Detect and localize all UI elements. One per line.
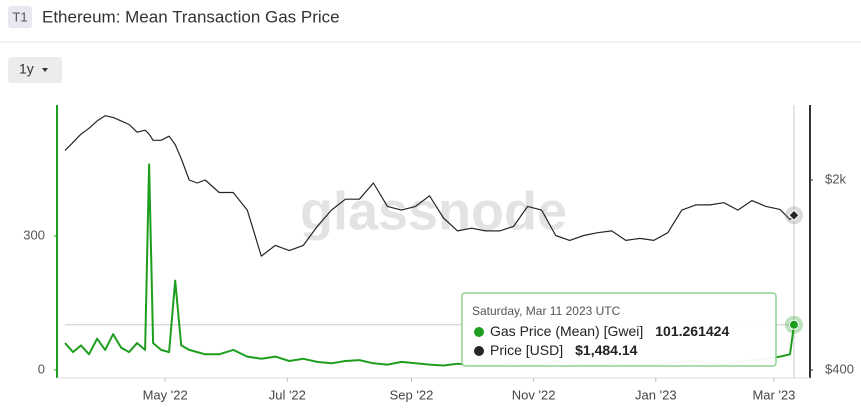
tooltip: Saturday, Mar 11 2023 UTC Gas Price (Mean… [461, 292, 777, 367]
x-tick-label: Sep '22 [390, 387, 434, 402]
watermark: glassnode [300, 181, 567, 241]
hover-point [788, 319, 799, 330]
x-tick-label: Jul '22 [269, 387, 306, 402]
tooltip-label: Gas Price (Mean) [Gwei] [490, 323, 643, 339]
tooltip-date: Saturday, Mar 11 2023 UTC [472, 304, 621, 318]
tooltip-dot [474, 327, 484, 337]
y-tick-label: 300 [23, 227, 45, 242]
range-button-bg[interactable] [8, 57, 62, 83]
series-line [64, 115, 795, 257]
dropdown-arrow[interactable] [42, 68, 48, 72]
x-tick-label: May '22 [143, 387, 188, 402]
tooltip-label: Price [USD] [490, 342, 563, 358]
tooltip-dot [474, 346, 484, 356]
tooltip-value: $1,484.14 [575, 342, 637, 358]
tooltip-value: 101.261424 [655, 323, 729, 339]
range-button[interactable]: 1y [8, 57, 62, 83]
y2-tick-label: $400 [825, 362, 854, 377]
range-label[interactable]: 1y [19, 61, 34, 77]
y2-tick-label: $2k [825, 171, 846, 186]
badge: T1 [12, 9, 27, 24]
hover-point [788, 209, 800, 221]
y-tick-label: 0 [38, 361, 45, 376]
chart-title: Ethereum: Mean Transaction Gas Price [42, 7, 340, 26]
tooltip-box [461, 292, 777, 367]
x-tick-label: Mar '23 [752, 387, 795, 402]
badge-bg [8, 6, 32, 28]
tooltip-row: Price [USD] $1,484.14 [490, 342, 638, 358]
x-tick-label: Nov '22 [512, 387, 556, 402]
x-tick-label: Jan '23 [635, 387, 677, 402]
tooltip-row: Gas Price (Mean) [Gwei] 101.261424 [490, 323, 729, 339]
